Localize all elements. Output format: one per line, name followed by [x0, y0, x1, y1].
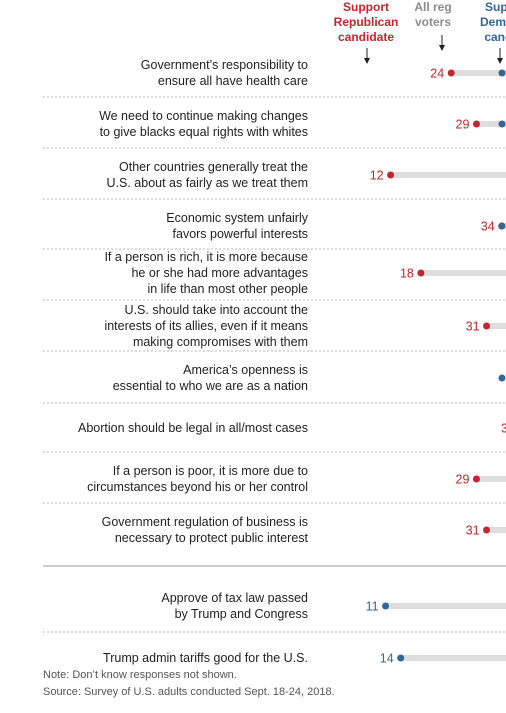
rep-value-label: 29: [456, 118, 470, 132]
header-republican: Support Republican candidate: [333, 0, 399, 44]
row-label: Approve of tax law passed by Trump and C…: [161, 591, 308, 621]
row-label: Other countries generally treat the U.S.…: [106, 160, 308, 190]
header-democratic: Supp Democ candi: [479, 0, 506, 44]
note-text: Note: Don’t know responses not shown.: [43, 669, 237, 681]
rep-value-label: 31: [466, 320, 480, 334]
rep-dot: [472, 475, 480, 483]
rep-dot: [483, 322, 491, 330]
rep-value-label: 12: [370, 169, 384, 183]
rep-dot: [472, 120, 480, 128]
header-all-voters: All reg voters: [414, 0, 452, 29]
rep-dot: [483, 526, 491, 534]
dem-dot: [397, 654, 405, 662]
header-all-arrowhead: [439, 45, 445, 51]
row-label: Economic system unfairly favors powerful…: [166, 211, 308, 241]
rep-value-label: 34: [481, 220, 495, 234]
row-label: U.S. should take into account the intere…: [104, 303, 308, 349]
rep-value-label: 18: [400, 267, 414, 281]
rep-dot: [447, 69, 455, 77]
dem-dot: [498, 222, 506, 230]
dem-value-label: 14: [380, 652, 394, 666]
row-label: America’s openness is essential to who w…: [112, 363, 308, 393]
source-text: Source: Survey of U.S. adults conducted …: [43, 686, 335, 698]
row-label: Government’s responsibility to ensure al…: [140, 58, 308, 88]
header-dem-arrowhead: [497, 58, 503, 64]
rep-value-label: 29: [456, 473, 470, 487]
dem-dot: [498, 69, 506, 77]
rep-dot: [387, 171, 395, 179]
row-label: Trump admin tariffs good for the U.S.: [103, 651, 308, 665]
row-label: We need to continue making changes to gi…: [99, 109, 308, 139]
row-label: If a person is poor, it is more due to c…: [87, 464, 308, 494]
row-label: If a person is rich, it is more because …: [104, 250, 308, 296]
dem-dot: [498, 120, 506, 128]
rep-value-label: 31: [466, 524, 480, 538]
rep-value-label: 38: [501, 422, 506, 436]
row-label: Abortion should be legal in all/most cas…: [78, 421, 308, 435]
dem-value-label: 11: [366, 600, 379, 614]
row-label: Government regulation of business is nec…: [101, 515, 308, 545]
dem-dot: [498, 374, 506, 382]
rep-value-label: 24: [430, 67, 444, 81]
header-rep-arrowhead: [364, 58, 370, 64]
dem-dot: [382, 602, 390, 610]
rep-dot: [417, 269, 425, 277]
